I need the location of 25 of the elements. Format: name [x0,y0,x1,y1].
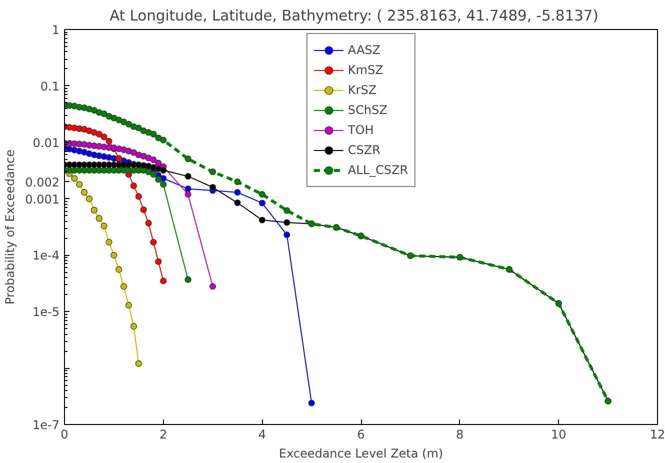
x-axis-title: Exceedance Level Zeta (m) [278,446,444,460]
y-tick-label: 1 [52,23,60,37]
legend-label: KrSZ [348,83,377,97]
legend-label: AASZ [348,43,381,57]
x-tick-label: 6 [357,428,365,442]
x-tick-label: 0 [60,428,68,442]
y-tick-label: 0.01 [32,136,60,150]
y-tick-label: 1e-4 [32,248,60,263]
y-tick-label: 0.001 [25,192,60,206]
legend-label: ALL_CSZR [348,163,408,177]
legend-label: CSZR [348,143,380,157]
x-tick-label: 2 [160,428,168,442]
y-tick-label: 0.002 [25,175,60,190]
y-axis-title: Probability of Exceedance [3,149,18,305]
legend-label: KmSZ [348,63,384,77]
legend-label: TOH [348,123,374,137]
x-tick-label: 12 [650,428,665,442]
x-tick-label: 8 [456,428,464,442]
x-tick-label: 10 [551,428,566,442]
y-tick-label: 1e-7 [32,418,60,432]
chart-title: At Longitude, Latitude, Bathymetry: ( 235.8163, 41.7489, -5.8137) [110,8,598,24]
y-tick-label: 1e-5 [32,305,60,320]
legend-label: SChSZ [348,103,388,117]
y-tick-label: 0.1 [40,79,60,94]
x-tick-label: 4 [258,428,266,442]
